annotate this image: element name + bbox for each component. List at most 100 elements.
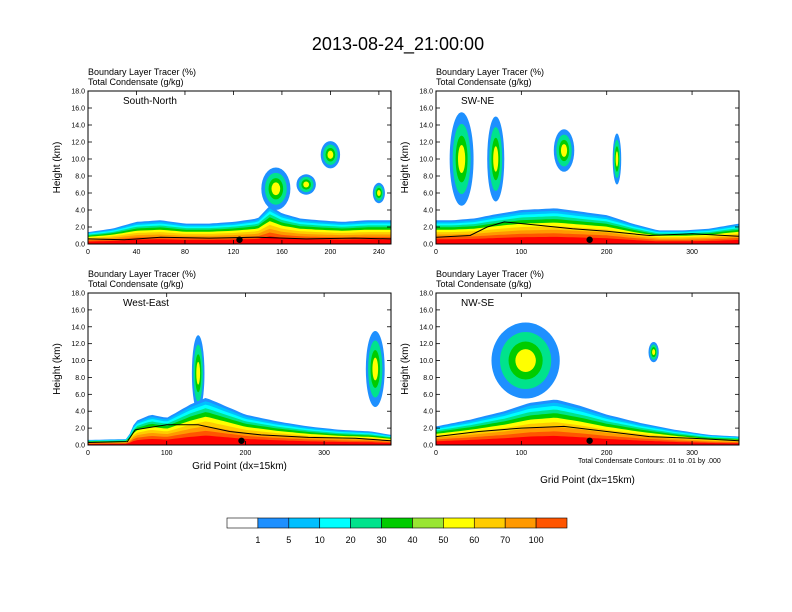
tracer-cloud-0-3	[271, 182, 281, 196]
colorbar-box	[412, 517, 444, 529]
terrain-line	[436, 425, 739, 442]
y-tick-label: 14.0	[419, 324, 433, 331]
panels: 0 40 80 120 160 200 240 0.0 2.0 4.0 6.0 8.0 10.0 12.0…	[52, 67, 740, 486]
y-tick-label: 6.0	[75, 392, 85, 399]
colorbar-label: 60	[469, 535, 479, 545]
terrain-line	[436, 221, 739, 238]
colorbar-label: 20	[346, 535, 356, 545]
panel-title-line1: Boundary Layer Tracer (%)	[88, 269, 196, 279]
panel-title-line1: Boundary Layer Tracer (%)	[436, 269, 544, 279]
y-axis-label: Height (km)	[52, 343, 63, 395]
terrain-line	[88, 236, 391, 241]
y-tick-label: 4.0	[423, 409, 433, 416]
panel-label: South-North	[123, 96, 177, 107]
x-tick-label: 200	[240, 450, 252, 457]
colorbar-box	[288, 517, 321, 529]
x-tick-label: 100	[516, 450, 528, 457]
colorbar-label: 10	[315, 535, 325, 545]
colorbar-box	[381, 517, 413, 529]
colorbar-label: 70	[500, 535, 510, 545]
panel-title-line2: Total Condensate (g/kg)	[436, 77, 532, 87]
contour-footnote: Total Condensate Contours: .01 to .01 by…	[578, 458, 721, 465]
y-tick-label: 10.0	[71, 358, 85, 365]
x-tick-label: 0	[434, 450, 438, 457]
y-tick-label: 12.0	[71, 341, 85, 348]
y-tick-label: 6.0	[423, 392, 433, 399]
plot-area	[436, 293, 739, 445]
y-tick-label: 10.0	[71, 157, 85, 164]
y-tick-label: 0.0	[423, 242, 433, 249]
y-tick-label: 4.0	[75, 208, 85, 215]
x-tick-label: 120	[228, 249, 240, 256]
panel-frame	[87, 90, 392, 245]
location-marker	[586, 236, 593, 243]
y-tick-label: 16.0	[71, 307, 85, 314]
location-marker	[236, 236, 243, 243]
panel-frame	[435, 292, 740, 446]
colorbar-label: 50	[438, 535, 448, 545]
colorbar-label: 40	[407, 535, 417, 545]
location-marker	[238, 437, 245, 444]
panel-title-line2: Total Condensate (g/kg)	[436, 279, 532, 289]
x-tick-label: 100	[161, 450, 173, 457]
y-tick-label: 0.0	[423, 443, 433, 450]
tracer-cloud-0-3	[196, 361, 201, 385]
y-tick-label: 14.0	[71, 324, 85, 331]
y-tick-label: 8.0	[423, 375, 433, 382]
panel-1: 0 100 200 300 0.0 2.0 4.0 6.0 8.0 10.0 12.0 14.0 16.…	[400, 67, 740, 256]
tracer-cloud-1-3	[372, 357, 379, 381]
location-marker	[586, 437, 593, 444]
x-tick-label: 0	[86, 249, 90, 256]
plot-area	[436, 91, 739, 244]
y-tick-label: 12.0	[419, 341, 433, 348]
y-tick-label: 0.0	[75, 242, 85, 249]
x-axis-label: Grid Point (dx=15km)	[192, 461, 287, 472]
panel-label: SW-NE	[461, 96, 494, 107]
y-tick-label: 4.0	[423, 208, 433, 215]
tracer-cloud-0-3	[458, 144, 466, 174]
y-tick-label: 6.0	[75, 191, 85, 198]
x-tick-label: 300	[318, 450, 330, 457]
plot-area	[88, 293, 391, 445]
x-tick-label: 200	[601, 450, 613, 457]
y-tick-label: 18.0	[71, 291, 85, 298]
colorbar-box	[350, 517, 382, 529]
colorbar-box	[504, 517, 537, 529]
colorbar: 1 5 10 20 30 40 50 60 70 100	[226, 517, 568, 545]
colorbar-label: 1	[255, 535, 260, 545]
tracer-cloud-3-3	[377, 189, 381, 197]
y-tick-label: 16.0	[71, 106, 85, 113]
figure-title: 2013-08-24_21:00:00	[312, 34, 484, 55]
panel-0: 0 40 80 120 160 200 240 0.0 2.0 4.0 6.0 8.0 10.0 12.0…	[52, 67, 392, 256]
panel-3: 0 100 200 300 0.0 2.0 4.0 6.0 8.0 10.0 12.0 14.0 16.…	[400, 269, 740, 486]
y-tick-label: 18.0	[419, 89, 433, 96]
colorbar-box	[535, 517, 568, 529]
colorbar-box	[443, 517, 475, 529]
panel-title-line2: Total Condensate (g/kg)	[88, 77, 184, 87]
plot-area	[88, 91, 391, 244]
colorbar-label: 100	[529, 535, 544, 545]
y-tick-label: 10.0	[419, 358, 433, 365]
y-tick-label: 14.0	[419, 123, 433, 130]
y-axis-label: Height (km)	[52, 142, 63, 194]
panel-title-line2: Total Condensate (g/kg)	[88, 279, 184, 289]
x-tick-label: 100	[516, 249, 528, 256]
y-tick-label: 8.0	[75, 174, 85, 181]
panel-label: NW-SE	[461, 298, 494, 309]
tracer-cloud-1-3	[327, 150, 334, 159]
panel-2: 0 100 200 300 0.0 2.0 4.0 6.0 8.0 10.0 12.0 14.0 16.…	[52, 269, 392, 472]
y-tick-label: 18.0	[71, 89, 85, 96]
tracer-cloud-0-3	[515, 349, 536, 372]
x-tick-label: 200	[325, 249, 337, 256]
y-tick-label: 2.0	[75, 426, 85, 433]
x-tick-label: 0	[86, 450, 90, 457]
colorbar-label: 30	[377, 535, 387, 545]
y-tick-label: 12.0	[71, 140, 85, 147]
tracer-cloud-1-3	[652, 349, 656, 356]
y-tick-label: 2.0	[423, 426, 433, 433]
x-tick-label: 200	[601, 249, 613, 256]
tracer-cloud-1-3	[493, 146, 499, 172]
colorbar-label: 5	[286, 535, 291, 545]
panel-frame	[87, 292, 392, 446]
